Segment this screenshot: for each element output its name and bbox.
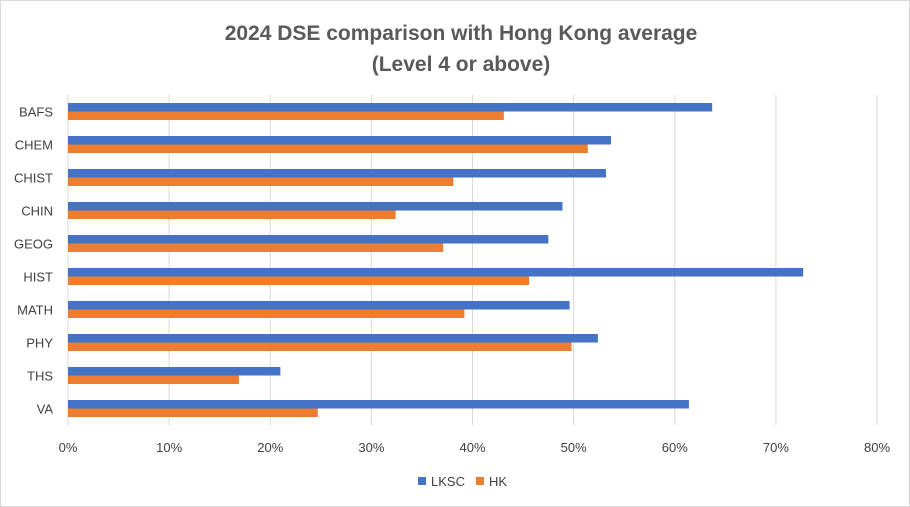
category-label: VA — [37, 402, 54, 417]
legend-label-hk: HK — [489, 474, 507, 489]
bar-hk-chin — [68, 210, 396, 219]
category-label: HIST — [23, 270, 53, 285]
legend-label-lksc: LKSC — [431, 474, 465, 489]
category-label: PHY — [26, 336, 53, 351]
x-tick-label: 20% — [257, 440, 283, 455]
x-tick-label: 80% — [864, 440, 890, 455]
x-tick-label: 70% — [763, 440, 789, 455]
x-tick-label: 10% — [156, 440, 182, 455]
category-labels: BAFS CHEM CHIST CHIN GEOG HIST MATH PHY THS VA — [14, 105, 53, 417]
legend-swatch-lksc — [418, 477, 426, 485]
x-tick-label: 0% — [59, 440, 78, 455]
bar-lksc-chin — [68, 202, 563, 211]
bar-hk-math — [68, 309, 465, 318]
bar-lksc-chem — [68, 136, 612, 145]
x-tick-label: 40% — [459, 440, 485, 455]
category-label: MATH — [17, 303, 53, 318]
bar-lksc-va — [68, 400, 689, 409]
legend: LKSC HK — [418, 474, 507, 489]
bar-lksc-ths — [68, 367, 281, 376]
bar-hk-geog — [68, 243, 444, 252]
chart-title: 2024 DSE comparison with Hong Kong avera… — [225, 22, 698, 45]
bar-hk-bafs — [68, 111, 504, 120]
bar-hk-phy — [68, 342, 572, 351]
x-tick-label: 60% — [662, 440, 688, 455]
x-tick-labels: 0% 10% 20% 30% 40% 50% 60% 70% 80% — [59, 440, 891, 455]
legend-swatch-hk — [475, 477, 484, 485]
bar-hk-chist — [68, 177, 454, 186]
bar-lksc-bafs — [68, 103, 713, 112]
bar-lksc-geog — [68, 235, 549, 244]
bar-lksc-math — [68, 301, 570, 310]
category-label: CHIST — [14, 171, 53, 186]
bar-hk-hist — [68, 276, 530, 285]
x-tick-label: 30% — [358, 440, 384, 455]
category-label: BAFS — [19, 105, 53, 120]
bar-hk-va — [68, 408, 318, 417]
bar-lksc-phy — [68, 334, 598, 343]
category-label: CHEM — [15, 138, 53, 153]
bars — [68, 103, 804, 417]
bar-lksc-hist — [68, 268, 804, 277]
chart-subtitle: (Level 4 or above) — [372, 53, 551, 76]
x-tick-label: 50% — [561, 440, 587, 455]
bar-lksc-chist — [68, 169, 606, 178]
category-label: THS — [27, 369, 53, 384]
bar-hk-ths — [68, 375, 239, 384]
category-label: CHIN — [21, 204, 53, 219]
category-label: GEOG — [14, 237, 53, 252]
bar-hk-chem — [68, 144, 588, 153]
